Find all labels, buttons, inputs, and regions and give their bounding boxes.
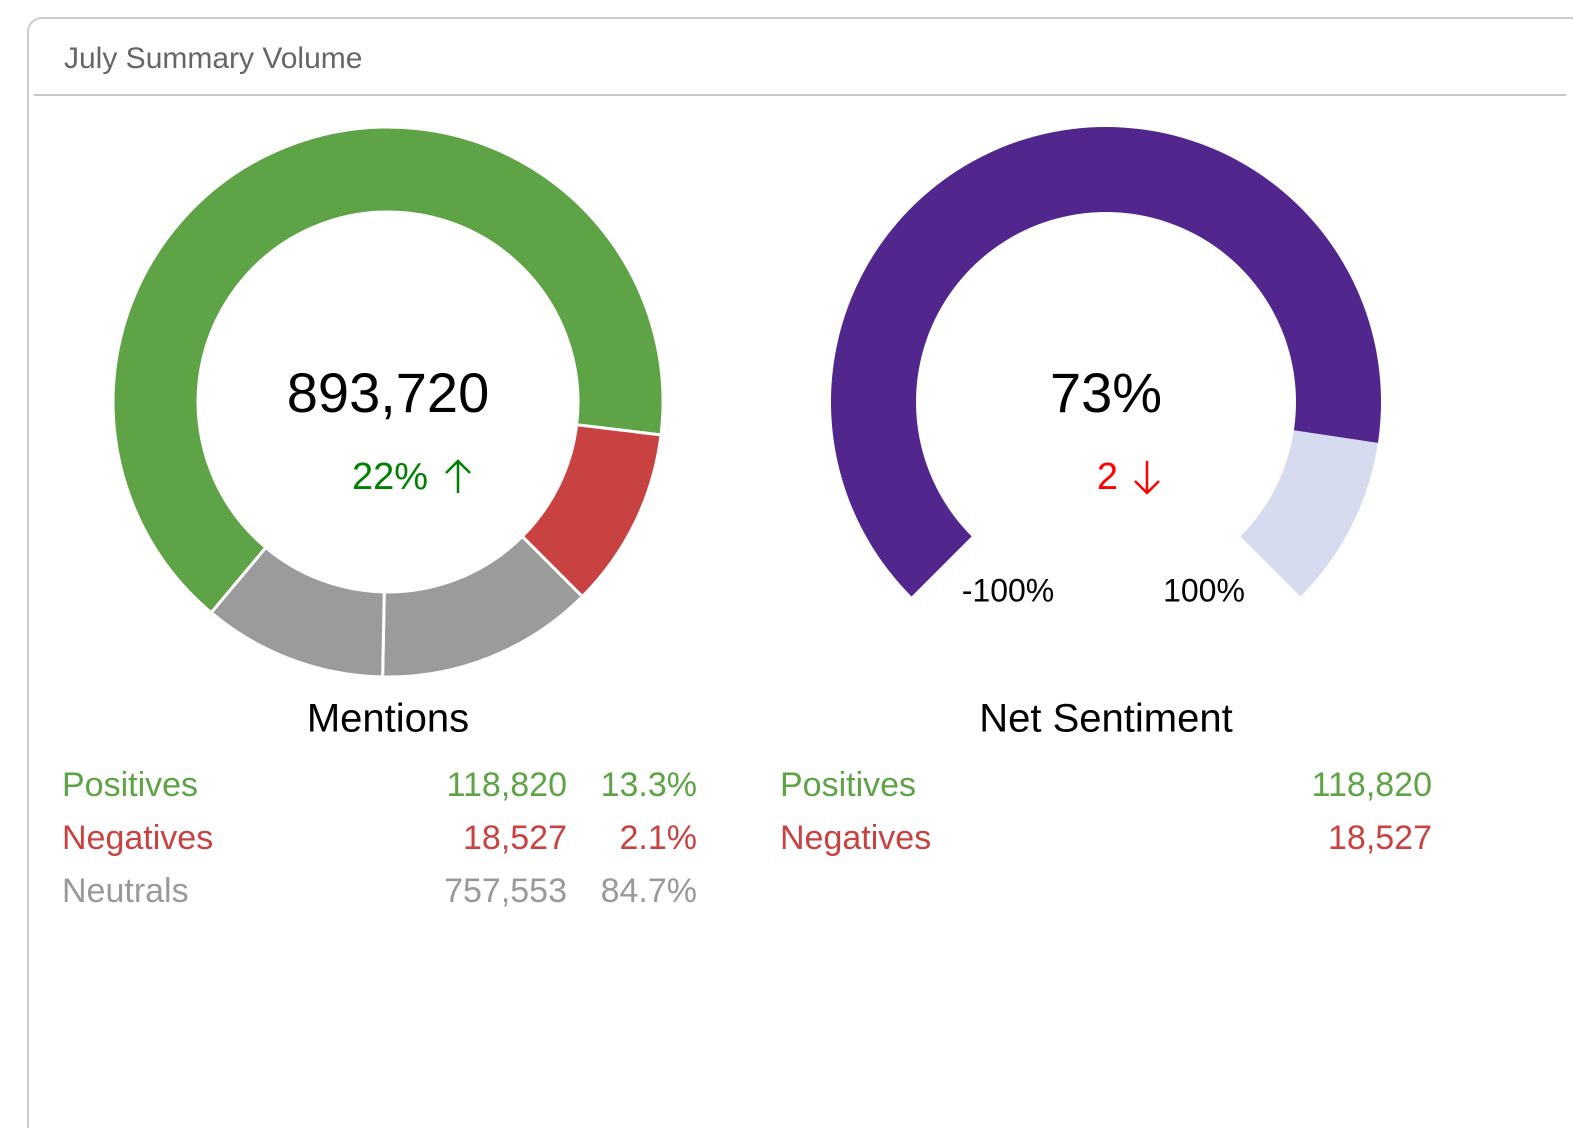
gauge-tick-label: 100%	[1163, 572, 1245, 608]
change-arrow	[1134, 461, 1160, 495]
legend-label: Positives	[780, 766, 916, 804]
legend-value: 118,820	[447, 766, 567, 804]
chart-title: Mentions	[307, 697, 469, 741]
legend-value: 118,820	[1312, 766, 1432, 804]
change-value: 22%	[352, 456, 428, 498]
donut-segment	[209, 545, 386, 679]
legend-value: 757,553	[444, 872, 567, 910]
legend-label: Negatives	[780, 819, 931, 857]
legend-share: 2.1%	[620, 819, 698, 857]
panel	[27, 17, 1573, 1128]
donut-segment	[111, 125, 665, 615]
change-value: 2	[1097, 456, 1118, 498]
legend-label: Positives	[62, 766, 198, 804]
gauge-value	[831, 127, 1381, 597]
change-arrow	[445, 459, 471, 493]
chart-title: Net Sentiment	[979, 697, 1232, 741]
panel-title: July Summary Volume	[64, 42, 362, 75]
legend-label: Negatives	[62, 819, 213, 857]
legend-share: 13.3%	[601, 766, 697, 804]
legend-value: 18,527	[463, 819, 567, 857]
center-value: 73%	[1050, 361, 1162, 424]
legend-value: 18,527	[1328, 819, 1432, 857]
legend-share: 84.7%	[601, 872, 697, 910]
gauge-tick-label: -100%	[962, 572, 1055, 608]
legend-label: Neutrals	[62, 872, 189, 910]
center-total: 893,720	[287, 361, 489, 424]
